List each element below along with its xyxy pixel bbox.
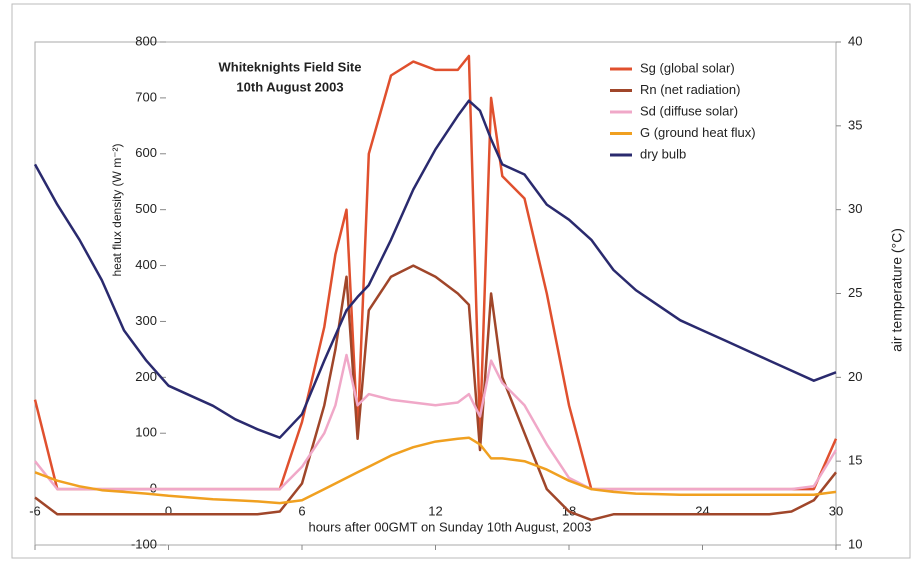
y-tick-label: 300	[135, 313, 157, 328]
y-tick-label: -100	[131, 536, 157, 551]
y-tick-label: 800	[135, 33, 157, 48]
series-line	[34, 264, 837, 522]
y2-tick-label: 40	[848, 33, 862, 48]
series-line	[34, 436, 837, 505]
x-tick-label: 0	[165, 503, 172, 518]
y2-tick-label: 30	[848, 201, 862, 216]
y2-tick-label: 35	[848, 117, 862, 132]
page-frame	[11, 3, 911, 559]
y-tick-label: 100	[135, 425, 157, 440]
legend-label: Sg (global solar)	[640, 60, 735, 75]
x-tick-label: 30	[829, 503, 843, 518]
series-line	[33, 99, 837, 439]
y2-tick-label: 15	[848, 453, 862, 468]
series-line	[34, 353, 838, 491]
x-tick-label: -6	[29, 503, 41, 518]
legend-label: dry bulb	[640, 146, 686, 161]
chart-subtitle: 10th August 2003	[236, 79, 343, 94]
y2-tick-label: 10	[848, 536, 862, 551]
legend-label: G (ground heat flux)	[640, 125, 756, 140]
x-tick-label: 6	[298, 503, 305, 518]
y-tick-label: 500	[135, 201, 157, 216]
y2-tick-label: 25	[848, 285, 862, 300]
y-tick-label: 600	[135, 145, 157, 160]
y-tick-label: 400	[135, 257, 157, 272]
chart-title: Whiteknights Field Site	[218, 59, 361, 74]
y-axis-label: heat flux density (W m⁻²)	[110, 143, 124, 276]
y2-tick-label: 20	[848, 369, 862, 384]
x-tick-label: 12	[428, 503, 442, 518]
y-tick-label: 700	[135, 89, 157, 104]
x-axis-label: hours after 00GMT on Sunday 10th August,…	[308, 519, 591, 534]
x-tick-label: 24	[695, 503, 709, 518]
legend-label: Sd (diffuse solar)	[640, 103, 738, 118]
legend-label: Rn (net radiation)	[640, 82, 740, 97]
y-tick-label: 200	[135, 369, 157, 384]
y2-axis-label: air temperature (°C)	[889, 228, 905, 352]
